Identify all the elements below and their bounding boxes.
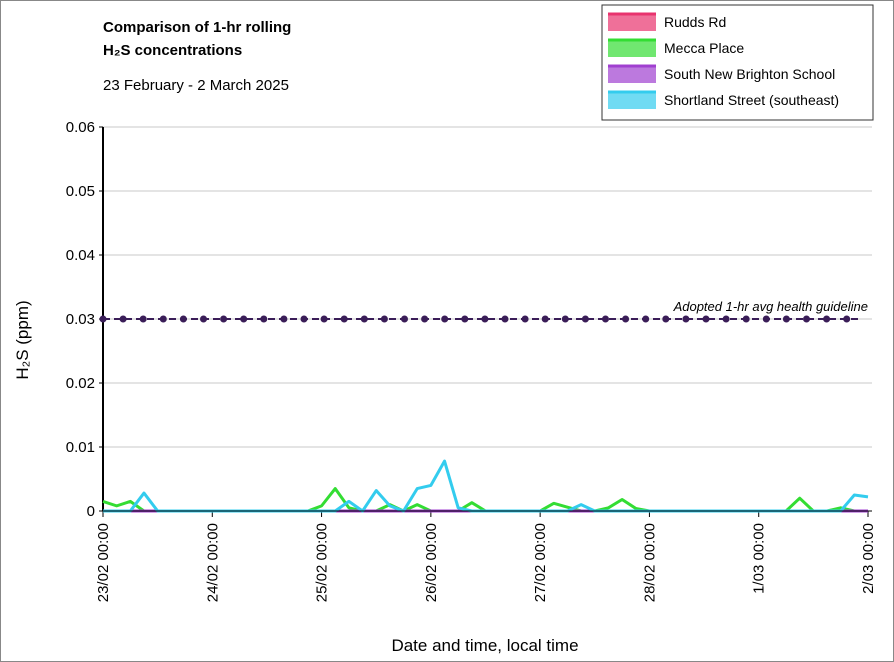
guideline-marker <box>762 315 770 323</box>
legend-swatch <box>608 13 656 31</box>
guideline-marker <box>360 315 368 323</box>
guideline-marker <box>581 315 589 323</box>
y-axis-label: H₂S (ppm) <box>13 300 32 379</box>
guideline-marker <box>441 315 449 323</box>
guideline-marker <box>602 315 609 323</box>
x-tick-label: 23/02 00:00 <box>95 523 112 602</box>
guideline-marker <box>782 315 790 323</box>
guideline-marker <box>682 315 690 323</box>
guideline-marker <box>702 315 710 323</box>
y-tick-label: 0.03 <box>66 311 95 328</box>
guideline-marker <box>179 315 187 323</box>
x-tick-label: 27/02 00:00 <box>532 523 549 602</box>
guideline-marker <box>722 315 730 323</box>
chart-subtitle: 23 February - 2 March 2025 <box>103 77 289 94</box>
guideline-marker <box>622 315 630 323</box>
y-tick-label: 0.02 <box>66 375 95 392</box>
x-tick-label: 24/02 00:00 <box>204 523 221 602</box>
guideline-marker <box>843 315 851 323</box>
x-tick-label: 26/02 00:00 <box>423 523 440 602</box>
guideline-marker <box>481 315 489 323</box>
guideline-marker <box>159 315 167 323</box>
guideline-marker <box>320 315 328 323</box>
x-axis-label: Date and time, local time <box>391 636 578 655</box>
chart-title: H₂S concentrations <box>103 42 242 59</box>
chart-title: Comparison of 1-hr rolling <box>103 19 291 36</box>
legend-label: Rudds Rd <box>664 14 726 30</box>
guideline-marker <box>421 315 429 323</box>
guideline-marker <box>200 315 207 323</box>
guideline-marker <box>99 315 107 323</box>
guideline-marker <box>642 315 650 323</box>
y-tick-label: 0 <box>87 503 95 520</box>
x-tick-label: 1/03 00:00 <box>751 523 768 594</box>
guideline-marker <box>521 315 529 323</box>
guideline-marker <box>401 315 408 323</box>
x-tick-label: 2/03 00:00 <box>860 523 877 594</box>
guideline-marker <box>280 315 288 323</box>
guideline-marker <box>662 315 670 323</box>
guideline-marker <box>742 315 750 323</box>
guideline-marker <box>119 315 127 323</box>
legend-label: Mecca Place <box>664 40 744 56</box>
x-tick-label: 25/02 00:00 <box>314 523 331 602</box>
guideline-marker <box>139 315 147 323</box>
legend-swatch <box>608 91 656 109</box>
guideline-marker <box>340 315 348 323</box>
guideline-label: Adopted 1-hr avg health guideline <box>673 299 868 314</box>
x-tick-label: 28/02 00:00 <box>641 523 658 602</box>
y-tick-label: 0.05 <box>66 183 95 200</box>
y-tick-label: 0.04 <box>66 247 95 264</box>
guideline-marker <box>823 315 831 323</box>
guideline-marker <box>803 315 810 323</box>
guideline-marker <box>501 315 509 323</box>
legend-swatch <box>608 65 656 83</box>
guideline-marker <box>260 315 268 323</box>
guideline-marker <box>240 315 248 323</box>
legend-swatch <box>608 39 656 57</box>
y-tick-label: 0.01 <box>66 439 95 456</box>
guideline-marker <box>561 315 569 323</box>
legend-label: Shortland Street (southeast) <box>664 92 839 108</box>
guideline-marker <box>300 315 308 323</box>
guideline-marker <box>461 315 469 323</box>
y-tick-label: 0.06 <box>66 119 95 136</box>
guideline-marker <box>541 315 549 323</box>
guideline-marker <box>220 315 228 323</box>
guideline-marker <box>380 315 388 323</box>
legend-label: South New Brighton School <box>664 66 835 82</box>
